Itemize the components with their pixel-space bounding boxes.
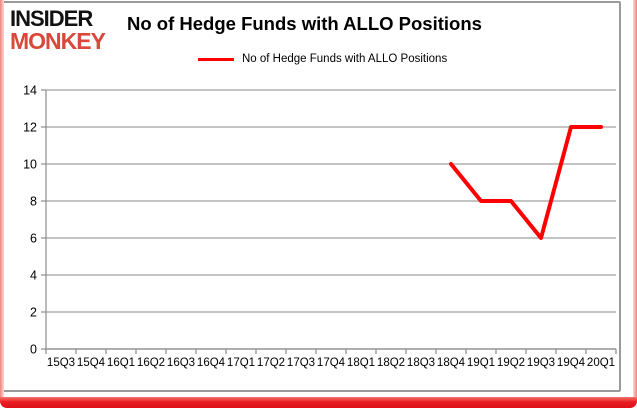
logo-text-monkey: MONKEY bbox=[10, 27, 106, 54]
frame-bottom-red-bar bbox=[0, 397, 637, 408]
x-tick-label: 19Q3 bbox=[527, 357, 555, 369]
x-tick-label: 15Q4 bbox=[77, 357, 106, 369]
x-tick-label: 18Q4 bbox=[437, 357, 466, 369]
y-tick-label: 14 bbox=[23, 84, 37, 98]
frame-left-stripe bbox=[0, 0, 4, 400]
x-tick-label: 16Q3 bbox=[167, 357, 195, 369]
frame-right-stripe bbox=[633, 0, 637, 400]
x-tick-label: 16Q1 bbox=[107, 357, 135, 369]
legend-line-swatch bbox=[198, 57, 234, 61]
x-tick-label: 17Q4 bbox=[317, 357, 346, 369]
x-tick-label: 17Q1 bbox=[227, 357, 255, 369]
y-tick-label: 0 bbox=[30, 343, 37, 357]
series-line bbox=[449, 125, 603, 240]
x-tick-label: 19Q2 bbox=[497, 357, 525, 369]
y-tick-label: 8 bbox=[30, 195, 37, 209]
logo-text-insider: INSIDER bbox=[10, 6, 93, 31]
legend: No of Hedge Funds with ALLO Positions bbox=[198, 53, 447, 65]
insider-monkey-logo: INSIDER MONKEY bbox=[10, 6, 106, 54]
x-tick-label: 18Q1 bbox=[347, 357, 375, 369]
x-tick-label: 16Q2 bbox=[137, 357, 165, 369]
y-tick-label: 4 bbox=[30, 269, 37, 283]
legend-label: No of Hedge Funds with ALLO Positions bbox=[242, 53, 448, 65]
x-tick-label: 15Q3 bbox=[47, 357, 75, 369]
x-tick-label: 18Q3 bbox=[407, 357, 435, 369]
x-tick-label: 17Q2 bbox=[257, 357, 285, 369]
chart-title: No of Hedge Funds with ALLO Positions bbox=[127, 13, 482, 34]
y-tick-label: 6 bbox=[30, 232, 37, 246]
y-tick-label: 2 bbox=[30, 306, 37, 320]
y-tick-label: 12 bbox=[23, 121, 37, 135]
x-tick-label: 20Q1 bbox=[587, 357, 615, 369]
y-tick-label: 10 bbox=[23, 158, 37, 172]
x-tick-label: 19Q4 bbox=[557, 357, 586, 369]
x-tick-label: 16Q4 bbox=[197, 357, 226, 369]
x-tick-label: 19Q1 bbox=[467, 357, 495, 369]
x-tick-label: 18Q2 bbox=[377, 357, 405, 369]
x-tick-label: 17Q3 bbox=[287, 357, 315, 369]
